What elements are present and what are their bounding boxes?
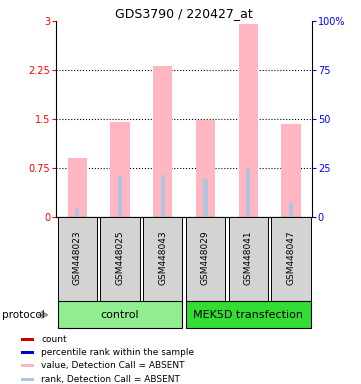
Bar bbox=[239, 25, 258, 217]
Bar bbox=[186, 301, 310, 328]
Bar bbox=[75, 209, 79, 217]
Bar bbox=[110, 122, 130, 217]
Text: MEK5D transfection: MEK5D transfection bbox=[193, 310, 303, 320]
Text: protocol: protocol bbox=[2, 310, 44, 320]
Bar bbox=[186, 217, 225, 301]
Bar bbox=[229, 217, 268, 301]
Title: GDS3790 / 220427_at: GDS3790 / 220427_at bbox=[115, 7, 253, 20]
Text: GSM448029: GSM448029 bbox=[201, 230, 210, 285]
Bar bbox=[21, 364, 34, 367]
Bar bbox=[161, 175, 165, 217]
Text: GSM448043: GSM448043 bbox=[158, 230, 167, 285]
Bar bbox=[246, 168, 250, 217]
Bar bbox=[21, 377, 34, 381]
Bar bbox=[21, 351, 34, 354]
Bar bbox=[118, 177, 122, 217]
Text: GSM448023: GSM448023 bbox=[73, 230, 82, 285]
Bar bbox=[153, 66, 172, 217]
Bar bbox=[58, 301, 182, 328]
Bar bbox=[281, 124, 300, 217]
Text: value, Detection Call = ABSENT: value, Detection Call = ABSENT bbox=[41, 361, 185, 370]
Text: control: control bbox=[101, 310, 139, 320]
Bar bbox=[58, 217, 97, 301]
Bar bbox=[203, 179, 208, 217]
Bar bbox=[289, 203, 293, 217]
Bar bbox=[271, 217, 310, 301]
Text: count: count bbox=[41, 334, 67, 344]
Text: rank, Detection Call = ABSENT: rank, Detection Call = ABSENT bbox=[41, 375, 180, 384]
Text: percentile rank within the sample: percentile rank within the sample bbox=[41, 348, 195, 357]
Bar bbox=[68, 158, 87, 217]
Bar bbox=[143, 217, 182, 301]
Bar bbox=[100, 217, 140, 301]
Text: GSM448047: GSM448047 bbox=[286, 230, 295, 285]
Bar bbox=[196, 120, 215, 217]
Bar bbox=[21, 338, 34, 341]
Text: GSM448025: GSM448025 bbox=[116, 230, 125, 285]
Text: GSM448041: GSM448041 bbox=[244, 230, 253, 285]
